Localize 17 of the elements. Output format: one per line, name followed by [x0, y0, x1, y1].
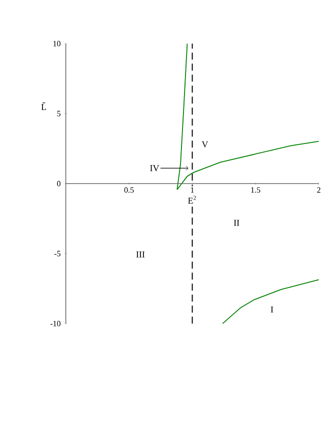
annotation: I — [270, 306, 274, 313]
y-tick-label: 0 — [57, 180, 60, 186]
y-axis-title: L̃ — [41, 102, 46, 110]
y-tick-label: -5 — [54, 250, 60, 256]
annotation: IV — [150, 165, 160, 172]
annotation: III — [136, 251, 145, 258]
x-tick-label: 1 — [190, 187, 194, 193]
y-tick-label: 5 — [57, 110, 60, 116]
ref-line-label: E$^{2}$ — [188, 196, 196, 204]
x-tick-label: 2 — [317, 187, 320, 193]
x-tick-label: 0.5 — [124, 187, 134, 193]
y-tick-label: 10 — [53, 40, 60, 46]
x-tick-label: 1.5 — [251, 187, 260, 193]
annotation: V — [202, 141, 208, 148]
y-tick-label: -10 — [50, 320, 60, 326]
line-series — [222, 279, 320, 324]
annotation: II — [234, 220, 240, 226]
